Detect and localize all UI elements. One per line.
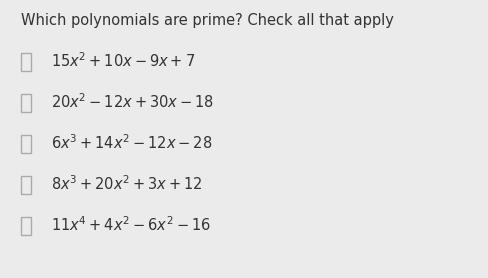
Text: $20x^{2} - 12x + 30x - 18$: $20x^{2} - 12x + 30x - 18$ [51,92,214,111]
Text: $6x^{3} + 14x^{2} - 12x - 28$: $6x^{3} + 14x^{2} - 12x - 28$ [51,133,212,152]
FancyBboxPatch shape [20,135,31,153]
Text: $15x^{2} + 10x - 9x + 7$: $15x^{2} + 10x - 9x + 7$ [51,51,195,70]
FancyBboxPatch shape [20,94,31,112]
FancyBboxPatch shape [20,53,31,71]
FancyBboxPatch shape [20,176,31,194]
Text: $8x^{3} + 20x^{2} + 3x + 12$: $8x^{3} + 20x^{2} + 3x + 12$ [51,174,203,193]
Text: $11x^{4} + 4x^{2} - 6x^{2} - 16$: $11x^{4} + 4x^{2} - 6x^{2} - 16$ [51,215,211,234]
Text: Which polynomials are prime? Check all that apply: Which polynomials are prime? Check all t… [20,13,393,28]
FancyBboxPatch shape [20,217,31,235]
